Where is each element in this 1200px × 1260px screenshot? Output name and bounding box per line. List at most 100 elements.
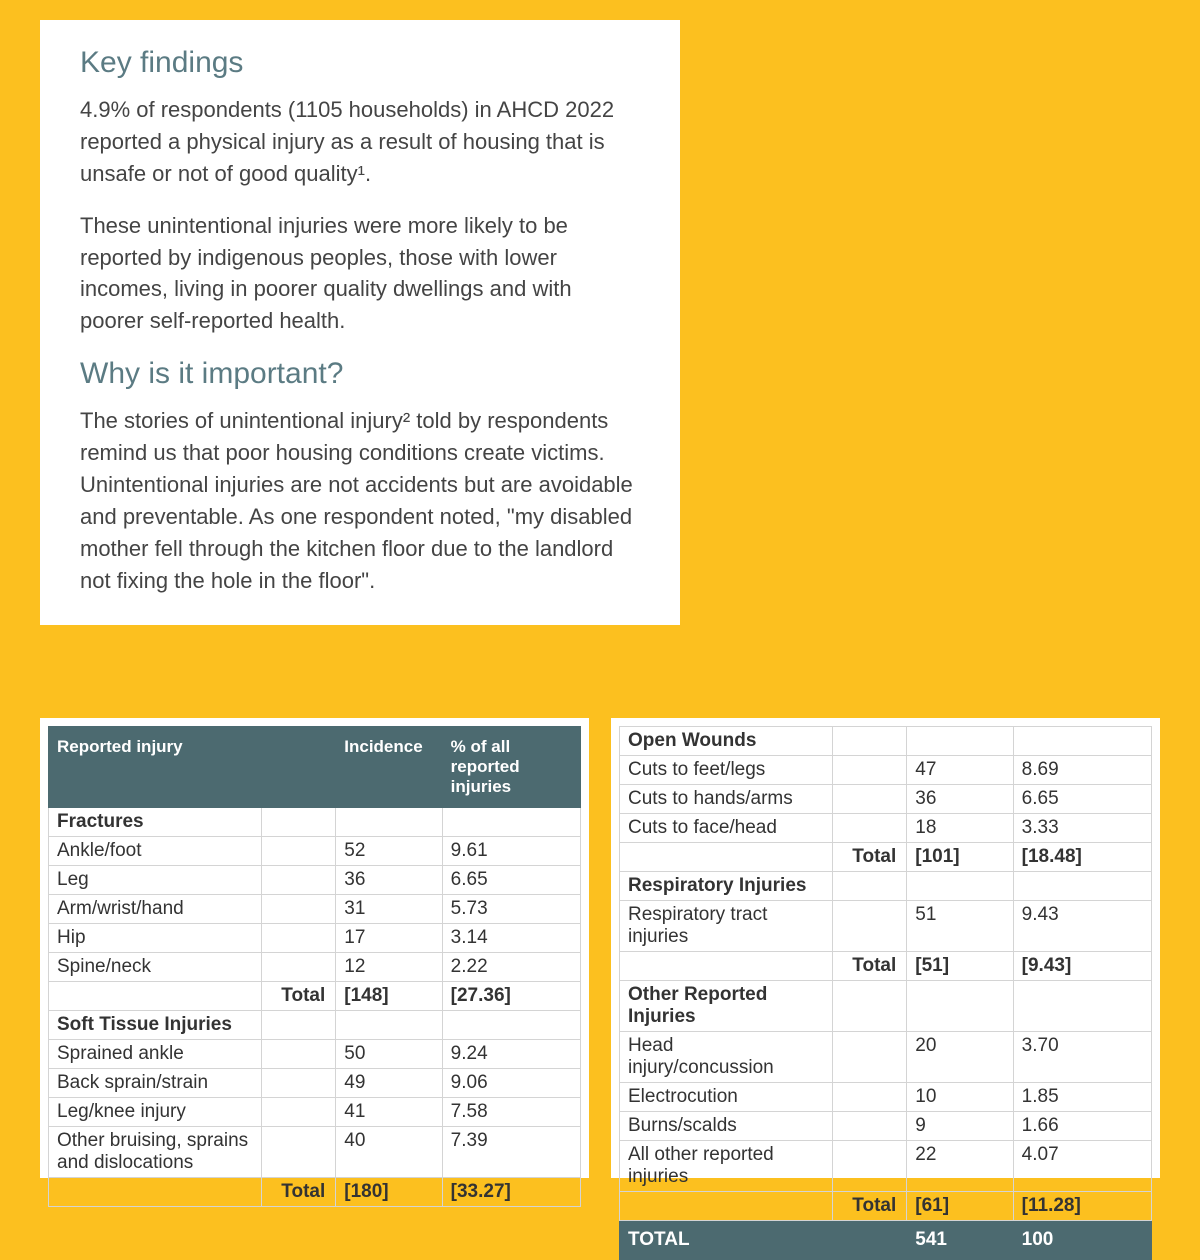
footer-incidence: 541 [907,1221,1013,1260]
total-pct: [11.28] [1013,1192,1151,1221]
paragraph-3: The stories of unintentional injury² tol… [80,405,640,596]
table-row: Leg/knee injury 417.58 [49,1098,581,1127]
cell-label: Cuts to hands/arms [620,785,833,814]
cell-label: Respiratory tract injuries [620,901,833,952]
total-incidence: [180] [336,1178,442,1207]
cell-incidence: 12 [336,953,442,982]
key-findings-card: Key findings 4.9% of respondents (1105 h… [40,20,680,625]
tables-row: Reported injury Incidence % of all repor… [40,718,1160,1178]
cell-label: Electrocution [620,1083,833,1112]
cell-pct: 3.14 [442,924,580,953]
table-row: Spine/neck 122.22 [49,953,581,982]
cell-incidence: 41 [336,1098,442,1127]
section-header-row: Fractures [49,808,581,837]
total-incidence: [51] [907,952,1013,981]
cell-incidence: 10 [907,1083,1013,1112]
cell-pct: 6.65 [442,866,580,895]
table-right-card: Open WoundsCuts to feet/legs478.69Cuts t… [611,718,1160,1178]
th-reported-injury: Reported injury [49,727,262,808]
cell-pct: 7.58 [442,1098,580,1127]
total-label: Total [832,1192,906,1221]
cell-incidence: 22 [907,1141,1013,1192]
cell-pct: 1.66 [1013,1112,1151,1141]
heading-why-important: Why is it important? [80,357,640,391]
cell-pct: 9.43 [1013,901,1151,952]
cell-incidence: 17 [336,924,442,953]
section-name: Open Wounds [620,727,833,756]
cell-label: Spine/neck [49,953,262,982]
total-pct: [9.43] [1013,952,1151,981]
total-pct: [33.27] [442,1178,580,1207]
section-header-row: Open Wounds [620,727,1152,756]
th-pct: % of all reported injuries [442,727,580,808]
total-label: Total [832,952,906,981]
table-row: Other bruising, sprains and dislocations… [49,1127,581,1178]
cell-label: Cuts to face/head [620,814,833,843]
section-total-row: Total[148][27.36] [49,982,581,1011]
cell-incidence: 31 [336,895,442,924]
section-total-row: Total[61][11.28] [620,1192,1152,1221]
paragraph-2: These unintentional injuries were more l… [80,210,640,338]
section-header-row: Soft Tissue Injuries [49,1011,581,1040]
cell-incidence: 50 [336,1040,442,1069]
table-row: Hip 173.14 [49,924,581,953]
cell-label: Ankle/foot [49,837,262,866]
table-row: Back sprain/strain499.06 [49,1069,581,1098]
total-label: Total [261,1178,335,1207]
cell-incidence: 18 [907,814,1013,843]
table-header-row: Reported injury Incidence % of all repor… [49,727,581,808]
cell-label: Head injury/concussion [620,1032,833,1083]
section-name: Fractures [49,808,262,837]
total-label: Total [261,982,335,1011]
cell-pct: 2.22 [442,953,580,982]
section-total-row: Total[51][9.43] [620,952,1152,981]
cell-pct: 1.85 [1013,1083,1151,1112]
cell-pct: 3.33 [1013,814,1151,843]
cell-label: Leg/knee injury [49,1098,262,1127]
cell-pct: 7.39 [442,1127,580,1178]
cell-label: Other bruising, sprains and dislocations [49,1127,262,1178]
th-incidence: Incidence [336,727,442,808]
table-row: Burns/scalds91.66 [620,1112,1152,1141]
total-label: Total [832,843,906,872]
table-row: Cuts to feet/legs478.69 [620,756,1152,785]
cell-incidence: 40 [336,1127,442,1178]
cell-pct: 3.70 [1013,1032,1151,1083]
cell-incidence: 51 [907,901,1013,952]
section-header-row: Respiratory Injuries [620,872,1152,901]
section-name: Soft Tissue Injuries [49,1011,262,1040]
section-total-row: Total[180][33.27] [49,1178,581,1207]
injuries-table-left: Reported injury Incidence % of all repor… [48,726,581,1207]
th-blank [261,727,335,808]
table-row: Cuts to face/head 183.33 [620,814,1152,843]
cell-label: Cuts to feet/legs [620,756,833,785]
total-pct: [27.36] [442,982,580,1011]
table-row: Respiratory tract injuries 519.43 [620,901,1152,952]
section-header-row: Other Reported Injuries [620,981,1152,1032]
cell-pct: 9.06 [442,1069,580,1098]
cell-pct: 9.24 [442,1040,580,1069]
footer-label: TOTAL [620,1221,907,1260]
table-row: Head injury/concussion 203.70 [620,1032,1152,1083]
total-incidence: [61] [907,1192,1013,1221]
section-total-row: Total[101][18.48] [620,843,1152,872]
cell-incidence: 36 [336,866,442,895]
table-row: Leg 366.65 [49,866,581,895]
cell-pct: 6.65 [1013,785,1151,814]
cell-incidence: 20 [907,1032,1013,1083]
cell-pct: 9.61 [442,837,580,866]
cell-incidence: 49 [336,1069,442,1098]
total-pct: [18.48] [1013,843,1151,872]
footer-pct: 100 [1013,1221,1151,1260]
table-left-card: Reported injury Incidence % of all repor… [40,718,589,1178]
cell-pct: 5.73 [442,895,580,924]
table-row: Cuts to hands/arms366.65 [620,785,1152,814]
section-name: Other Reported Injuries [620,981,833,1032]
cell-label: Sprained ankle [49,1040,262,1069]
table-row: Ankle/foot529.61 [49,837,581,866]
cell-label: Leg [49,866,262,895]
cell-label: Hip [49,924,262,953]
cell-label: Burns/scalds [620,1112,833,1141]
cell-label: Arm/wrist/hand [49,895,262,924]
table-footer-row: TOTAL541100 [620,1221,1152,1260]
